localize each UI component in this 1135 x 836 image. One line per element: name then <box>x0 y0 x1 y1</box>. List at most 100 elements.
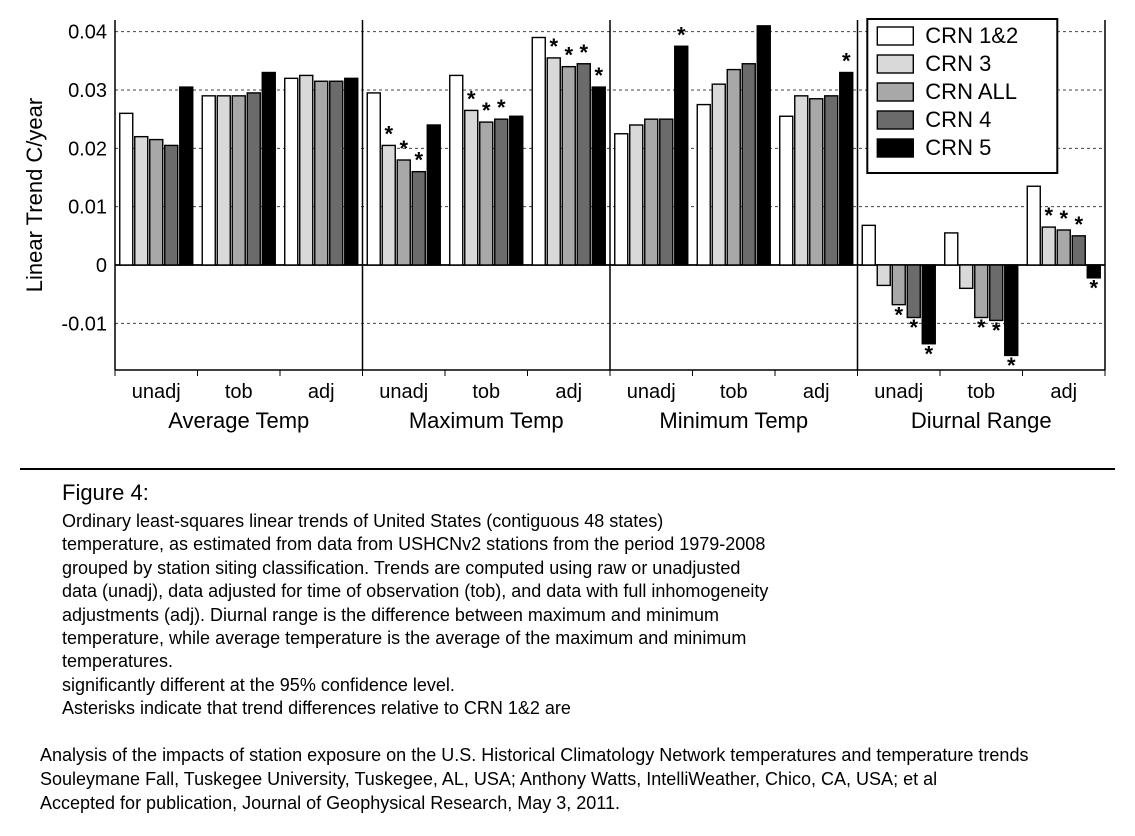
bar <box>660 119 673 265</box>
svg-text:Linear Trend C/year: Linear Trend C/year <box>22 98 47 292</box>
svg-text:*: * <box>1044 203 1053 228</box>
legend: CRN 1&2CRN 3CRN ALLCRN 4CRN 5 <box>867 19 1057 173</box>
svg-text:*: * <box>1074 212 1083 237</box>
bar <box>345 78 358 265</box>
caption-line: grouped by station siting classification… <box>62 557 972 580</box>
trend-bar-chart: -0.0100.010.020.030.04Linear Trend C/yea… <box>20 10 1115 450</box>
bar <box>825 96 838 265</box>
svg-text:*: * <box>384 121 393 146</box>
bar <box>712 84 725 265</box>
figure-caption: Ordinary least-squares linear trends of … <box>62 510 972 721</box>
bar <box>247 93 260 265</box>
svg-text:*: * <box>414 148 423 173</box>
bar <box>510 116 523 265</box>
svg-text:Maximum Temp: Maximum Temp <box>409 408 564 433</box>
bar <box>780 116 793 265</box>
divider <box>20 468 1115 470</box>
bar <box>975 265 988 318</box>
source-line: Souleymane Fall, Tuskegee University, Tu… <box>40 767 1100 791</box>
bar <box>412 172 425 265</box>
caption-line: temperature, as estimated from data from… <box>62 533 972 556</box>
svg-text:*: * <box>482 98 491 123</box>
svg-text:unadj: unadj <box>627 381 676 403</box>
bar <box>862 225 875 265</box>
source-citation: Analysis of the impacts of station expos… <box>40 743 1100 816</box>
source-line: Analysis of the impacts of station expos… <box>40 743 1100 767</box>
svg-text:*: * <box>467 86 476 111</box>
bar <box>450 75 463 265</box>
svg-text:*: * <box>924 341 933 366</box>
svg-text:*: * <box>909 315 918 340</box>
bar <box>592 87 605 265</box>
svg-text:*: * <box>1007 353 1016 378</box>
svg-text:adj: adj <box>308 381 335 403</box>
bar <box>675 46 688 265</box>
bar <box>150 140 163 265</box>
svg-text:*: * <box>594 63 603 88</box>
bar <box>367 93 380 265</box>
svg-text:tob: tob <box>720 381 748 403</box>
bar <box>180 87 193 265</box>
svg-text:unadj: unadj <box>874 381 923 403</box>
caption-line: adjustments (adj). Diurnal range is the … <box>62 604 972 627</box>
bar <box>697 105 710 265</box>
svg-text:0.02: 0.02 <box>68 138 107 160</box>
svg-text:0: 0 <box>96 255 107 277</box>
svg-text:*: * <box>579 40 588 65</box>
bar <box>480 122 493 265</box>
bar <box>945 233 958 265</box>
bar <box>757 26 770 265</box>
svg-text:*: * <box>1059 206 1068 231</box>
svg-text:adj: adj <box>555 381 582 403</box>
bar <box>135 137 148 265</box>
bar <box>165 145 178 265</box>
caption-line: significantly different at the 95% confi… <box>62 674 972 697</box>
bar <box>727 70 740 265</box>
bar <box>120 113 133 265</box>
svg-text:CRN ALL: CRN ALL <box>925 79 1017 104</box>
bar <box>1072 236 1085 265</box>
bar <box>532 38 545 266</box>
bar <box>300 75 313 265</box>
svg-text:Average Temp: Average Temp <box>168 408 309 433</box>
caption-line: Asterisks indicate that trend difference… <box>62 697 972 720</box>
caption-line: temperature, while average temperature i… <box>62 627 972 650</box>
svg-text:adj: adj <box>1050 381 1077 403</box>
svg-text:unadj: unadj <box>379 381 428 403</box>
bar <box>1027 186 1040 265</box>
caption-line: data (unadj), data adjusted for time of … <box>62 580 972 603</box>
bar <box>262 73 275 266</box>
source-line: Accepted for publication, Journal of Geo… <box>40 791 1100 815</box>
bar <box>397 160 410 265</box>
figure-label: Figure 4: <box>62 480 1115 506</box>
bar <box>960 265 973 288</box>
bar <box>465 110 478 265</box>
bar <box>427 125 440 265</box>
bar <box>547 58 560 265</box>
svg-text:CRN 5: CRN 5 <box>925 135 991 160</box>
bar <box>645 119 658 265</box>
svg-text:CRN 4: CRN 4 <box>925 107 991 132</box>
bar <box>315 81 328 265</box>
svg-text:*: * <box>992 318 1001 343</box>
svg-text:*: * <box>1089 275 1098 300</box>
svg-text:*: * <box>677 22 686 47</box>
bar <box>577 64 590 265</box>
bar <box>615 134 628 265</box>
bar <box>907 265 920 318</box>
bar <box>1057 230 1070 265</box>
bar <box>1042 227 1055 265</box>
bar <box>922 265 935 344</box>
svg-text:Diurnal Range: Diurnal Range <box>911 408 1052 433</box>
svg-text:0.04: 0.04 <box>68 22 107 44</box>
bar <box>382 145 395 265</box>
svg-text:*: * <box>842 49 851 74</box>
caption-line: temperatures. <box>62 650 972 673</box>
bar <box>810 99 823 265</box>
bar <box>742 64 755 265</box>
svg-text:CRN 3: CRN 3 <box>925 51 991 76</box>
svg-text:0.01: 0.01 <box>68 197 107 219</box>
bar <box>990 265 1003 320</box>
bar <box>217 96 230 265</box>
svg-text:*: * <box>894 302 903 327</box>
